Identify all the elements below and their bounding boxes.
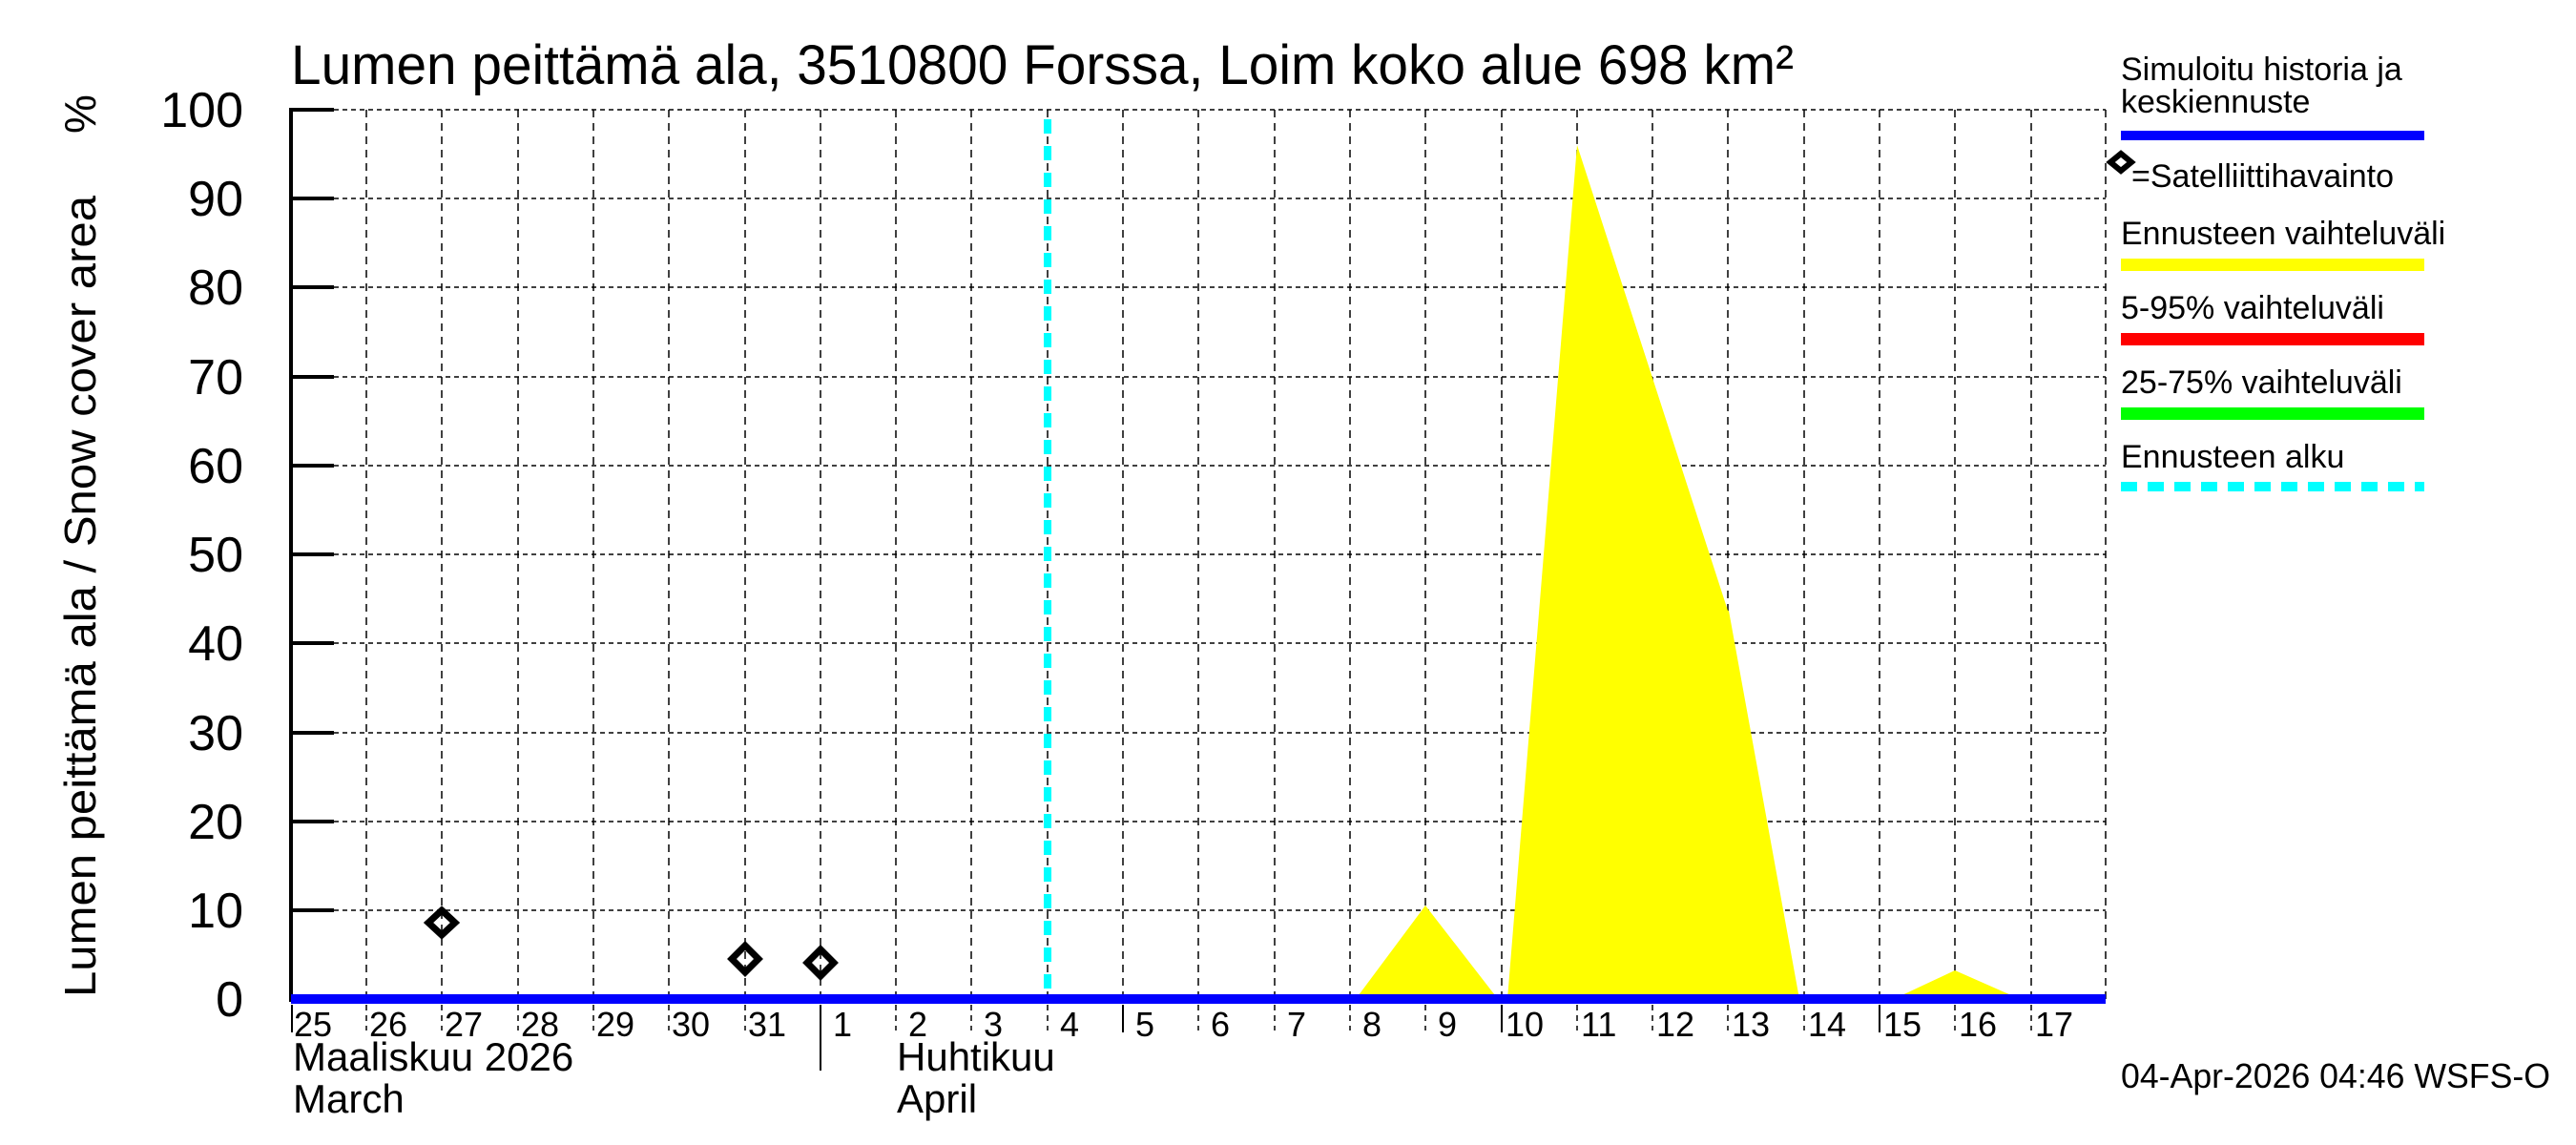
chart-title: Lumen peittämä ala, 3510800 Forssa, Loim… [291, 34, 1794, 96]
x-label-3: 3 [984, 1005, 1003, 1044]
legend-simulated-label-2: keskiennuste [2121, 84, 2310, 120]
x-label-9: 9 [1438, 1005, 1457, 1044]
x-label-2: 2 [908, 1005, 927, 1044]
y-tick-20: 20 [188, 795, 243, 850]
x-label-10: 10 [1506, 1005, 1544, 1044]
x-label-16: 16 [1959, 1005, 1997, 1044]
x-label-6: 6 [1211, 1005, 1230, 1044]
month-label-april-fi: Huhtikuu [897, 1034, 1055, 1079]
x-label-7: 7 [1287, 1005, 1306, 1044]
x-label-26: 26 [369, 1005, 407, 1044]
x-label-1: 1 [833, 1005, 852, 1044]
y-tick-0: 0 [216, 972, 243, 1028]
forecast-range-area [1356, 145, 2020, 999]
x-ticks [365, 1005, 2032, 1030]
month-label-april-en: April [897, 1076, 977, 1121]
y-tick-40: 40 [188, 616, 243, 672]
y-tick-100: 100 [160, 83, 243, 138]
x-day-labels: 25 26 27 28 29 30 31 1 2 3 4 5 6 7 8 9 1… [294, 1005, 2073, 1044]
x-label-4: 4 [1060, 1005, 1079, 1044]
y-tick-30: 30 [188, 706, 243, 761]
y-tick-90: 90 [188, 172, 243, 227]
y-axis [289, 108, 334, 1002]
legend-simulated-label-1: Simuloitu historia ja [2121, 52, 2402, 88]
legend-forecast-range-swatch [2121, 259, 2424, 271]
y-tick-10: 10 [188, 884, 243, 939]
month-label-march-en: March [293, 1076, 405, 1121]
x-label-5: 5 [1135, 1005, 1154, 1044]
month-label-march-fi: Maaliskuu 2026 [293, 1034, 573, 1079]
legend: Simuloitu historia ja keskiennuste =Sate… [2106, 52, 2445, 491]
legend-simulated-swatch [2121, 131, 2424, 140]
x-label-14: 14 [1808, 1005, 1846, 1044]
y-tick-70: 70 [188, 350, 243, 406]
x-label-28: 28 [521, 1005, 559, 1044]
legend-forecast-start-label: Ennusteen alku [2121, 439, 2344, 475]
y-axis-unit: % [55, 94, 105, 134]
legend-25-75-swatch [2121, 407, 2424, 420]
satellite-point-mar27 [423, 906, 461, 940]
x-month-labels: Maaliskuu 2026 March Huhtikuu April [293, 1034, 1055, 1121]
satellite-observations [423, 906, 839, 981]
x-label-17: 17 [2035, 1005, 2073, 1044]
x-label-11: 11 [1581, 1005, 1616, 1044]
x-label-30: 30 [672, 1005, 710, 1044]
satellite-point-mar31 [727, 941, 763, 977]
y-tick-50: 50 [188, 528, 243, 583]
footer-timestamp: 04-Apr-2026 04:46 WSFS-O [2121, 1056, 2550, 1095]
x-label-12: 12 [1656, 1005, 1694, 1044]
legend-5-95-swatch [2121, 333, 2424, 345]
x-label-31: 31 [748, 1005, 786, 1044]
legend-25-75-label: 25-75% vaihteluväli [2121, 364, 2402, 401]
legend-forecast-range-label: Ennusteen vaihteluväli [2121, 216, 2445, 252]
y-tick-60: 60 [188, 439, 243, 494]
x-label-27: 27 [445, 1005, 483, 1044]
x-label-29: 29 [596, 1005, 634, 1044]
legend-satellite-label: =Satelliittihavainto [2131, 158, 2394, 195]
x-label-8: 8 [1362, 1005, 1381, 1044]
x-label-15: 15 [1883, 1005, 1922, 1044]
legend-satellite-icon [2106, 150, 2136, 175]
legend-5-95-label: 5-95% vaihteluväli [2121, 290, 2384, 326]
y-tick-labels: 0 10 20 30 40 50 60 70 80 90 100 [160, 83, 243, 1028]
x-label-13: 13 [1732, 1005, 1770, 1044]
x-major-ticks [291, 1005, 1880, 1071]
x-label-25: 25 [294, 1005, 332, 1044]
satellite-point-apr01 [802, 945, 839, 981]
y-axis-label: Lumen peittämä ala / Snow cover area [55, 196, 105, 997]
horizontal-gridlines [291, 109, 2106, 911]
y-tick-80: 80 [188, 260, 243, 316]
